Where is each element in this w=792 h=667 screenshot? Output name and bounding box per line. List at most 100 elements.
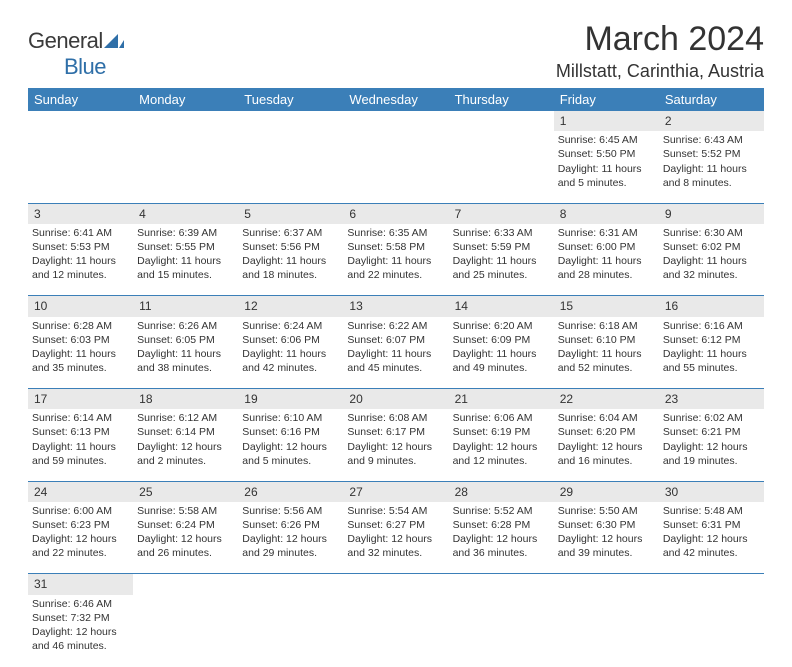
sunrise-text: Sunrise: 5:50 AM	[558, 504, 655, 518]
day-number-cell	[449, 574, 554, 595]
sunset-text: Sunset: 6:09 PM	[453, 333, 550, 347]
daylight-text-1: Daylight: 11 hours	[242, 254, 339, 268]
daylight-text-1: Daylight: 11 hours	[32, 347, 129, 361]
day-number-cell: 4	[133, 203, 238, 224]
day-number-cell: 15	[554, 296, 659, 317]
day-info-row: Sunrise: 6:14 AMSunset: 6:13 PMDaylight:…	[28, 409, 764, 481]
header: GeneralBlue March 2024 Millstatt, Carint…	[28, 20, 764, 82]
daylight-text-1: Daylight: 11 hours	[558, 162, 655, 176]
sunset-text: Sunset: 6:14 PM	[137, 425, 234, 439]
day-number-cell: 8	[554, 203, 659, 224]
day-info-cell	[449, 595, 554, 667]
day-number-cell	[133, 574, 238, 595]
day-number-cell	[343, 111, 448, 131]
location: Millstatt, Carinthia, Austria	[556, 61, 764, 82]
sunrise-text: Sunrise: 5:48 AM	[663, 504, 760, 518]
daylight-text-2: and 22 minutes.	[32, 546, 129, 560]
sunset-text: Sunset: 6:28 PM	[453, 518, 550, 532]
day-number-cell: 26	[238, 481, 343, 502]
daylight-text-2: and 32 minutes.	[347, 546, 444, 560]
sunset-text: Sunset: 5:56 PM	[242, 240, 339, 254]
day-info-cell: Sunrise: 6:18 AMSunset: 6:10 PMDaylight:…	[554, 317, 659, 389]
day-number-cell: 31	[28, 574, 133, 595]
day-info-cell: Sunrise: 6:45 AMSunset: 5:50 PMDaylight:…	[554, 131, 659, 203]
day-number-row: 24252627282930	[28, 481, 764, 502]
day-number-cell: 11	[133, 296, 238, 317]
daylight-text-2: and 42 minutes.	[242, 361, 339, 375]
day-info-cell	[343, 131, 448, 203]
daylight-text-2: and 12 minutes.	[32, 268, 129, 282]
sunrise-text: Sunrise: 6:00 AM	[32, 504, 129, 518]
day-number-cell: 9	[659, 203, 764, 224]
day-number-cell: 24	[28, 481, 133, 502]
sunrise-text: Sunrise: 6:43 AM	[663, 133, 760, 147]
daylight-text-1: Daylight: 11 hours	[242, 347, 339, 361]
day-number-cell	[659, 574, 764, 595]
day-info-cell: Sunrise: 6:39 AMSunset: 5:55 PMDaylight:…	[133, 224, 238, 296]
daylight-text-2: and 2 minutes.	[137, 454, 234, 468]
daylight-text-1: Daylight: 12 hours	[347, 532, 444, 546]
day-number-cell: 20	[343, 389, 448, 410]
sunset-text: Sunset: 5:59 PM	[453, 240, 550, 254]
daylight-text-2: and 45 minutes.	[347, 361, 444, 375]
daylight-text-1: Daylight: 11 hours	[558, 347, 655, 361]
daylight-text-1: Daylight: 11 hours	[32, 440, 129, 454]
calendar-body: 12Sunrise: 6:45 AMSunset: 5:50 PMDayligh…	[28, 111, 764, 667]
daylight-text-1: Daylight: 12 hours	[663, 440, 760, 454]
daylight-text-1: Daylight: 11 hours	[347, 254, 444, 268]
day-info-cell: Sunrise: 6:06 AMSunset: 6:19 PMDaylight:…	[449, 409, 554, 481]
daylight-text-1: Daylight: 11 hours	[663, 254, 760, 268]
day-number-cell: 2	[659, 111, 764, 131]
day-number-cell: 30	[659, 481, 764, 502]
day-info-cell: Sunrise: 6:28 AMSunset: 6:03 PMDaylight:…	[28, 317, 133, 389]
day-number-row: 31	[28, 574, 764, 595]
day-info-cell	[238, 131, 343, 203]
day-info-cell	[659, 595, 764, 667]
day-info-cell: Sunrise: 5:56 AMSunset: 6:26 PMDaylight:…	[238, 502, 343, 574]
daylight-text-2: and 26 minutes.	[137, 546, 234, 560]
sunset-text: Sunset: 6:10 PM	[558, 333, 655, 347]
daylight-text-2: and 42 minutes.	[663, 546, 760, 560]
day-info-cell: Sunrise: 6:43 AMSunset: 5:52 PMDaylight:…	[659, 131, 764, 203]
daylight-text-2: and 49 minutes.	[453, 361, 550, 375]
sunset-text: Sunset: 6:12 PM	[663, 333, 760, 347]
daylight-text-1: Daylight: 11 hours	[137, 347, 234, 361]
day-info-cell	[238, 595, 343, 667]
sunset-text: Sunset: 6:03 PM	[32, 333, 129, 347]
day-number-cell	[238, 111, 343, 131]
daylight-text-1: Daylight: 11 hours	[453, 347, 550, 361]
sunrise-text: Sunrise: 6:46 AM	[32, 597, 129, 611]
day-header: Wednesday	[343, 88, 448, 111]
daylight-text-2: and 39 minutes.	[558, 546, 655, 560]
calendar-table: SundayMondayTuesdayWednesdayThursdayFrid…	[28, 88, 764, 667]
day-info-cell: Sunrise: 6:12 AMSunset: 6:14 PMDaylight:…	[133, 409, 238, 481]
sunrise-text: Sunrise: 6:20 AM	[453, 319, 550, 333]
day-header: Saturday	[659, 88, 764, 111]
day-info-cell: Sunrise: 6:46 AMSunset: 7:32 PMDaylight:…	[28, 595, 133, 667]
daylight-text-1: Daylight: 11 hours	[558, 254, 655, 268]
daylight-text-2: and 8 minutes.	[663, 176, 760, 190]
day-info-cell: Sunrise: 6:35 AMSunset: 5:58 PMDaylight:…	[343, 224, 448, 296]
title-block: March 2024 Millstatt, Carinthia, Austria	[556, 20, 764, 82]
daylight-text-1: Daylight: 12 hours	[32, 532, 129, 546]
daylight-text-2: and 16 minutes.	[558, 454, 655, 468]
day-info-cell	[343, 595, 448, 667]
sunrise-text: Sunrise: 6:14 AM	[32, 411, 129, 425]
day-info-cell: Sunrise: 6:10 AMSunset: 6:16 PMDaylight:…	[238, 409, 343, 481]
daylight-text-1: Daylight: 12 hours	[137, 532, 234, 546]
day-number-cell: 28	[449, 481, 554, 502]
daylight-text-2: and 19 minutes.	[663, 454, 760, 468]
sunset-text: Sunset: 6:00 PM	[558, 240, 655, 254]
sunrise-text: Sunrise: 5:58 AM	[137, 504, 234, 518]
day-info-cell	[554, 595, 659, 667]
day-number-cell: 27	[343, 481, 448, 502]
daylight-text-2: and 28 minutes.	[558, 268, 655, 282]
day-info-cell: Sunrise: 6:24 AMSunset: 6:06 PMDaylight:…	[238, 317, 343, 389]
day-number-cell: 18	[133, 389, 238, 410]
day-number-cell	[554, 574, 659, 595]
month-title: March 2024	[556, 20, 764, 59]
sunrise-text: Sunrise: 6:26 AM	[137, 319, 234, 333]
sunrise-text: Sunrise: 6:37 AM	[242, 226, 339, 240]
daylight-text-2: and 9 minutes.	[347, 454, 444, 468]
sunrise-text: Sunrise: 6:16 AM	[663, 319, 760, 333]
